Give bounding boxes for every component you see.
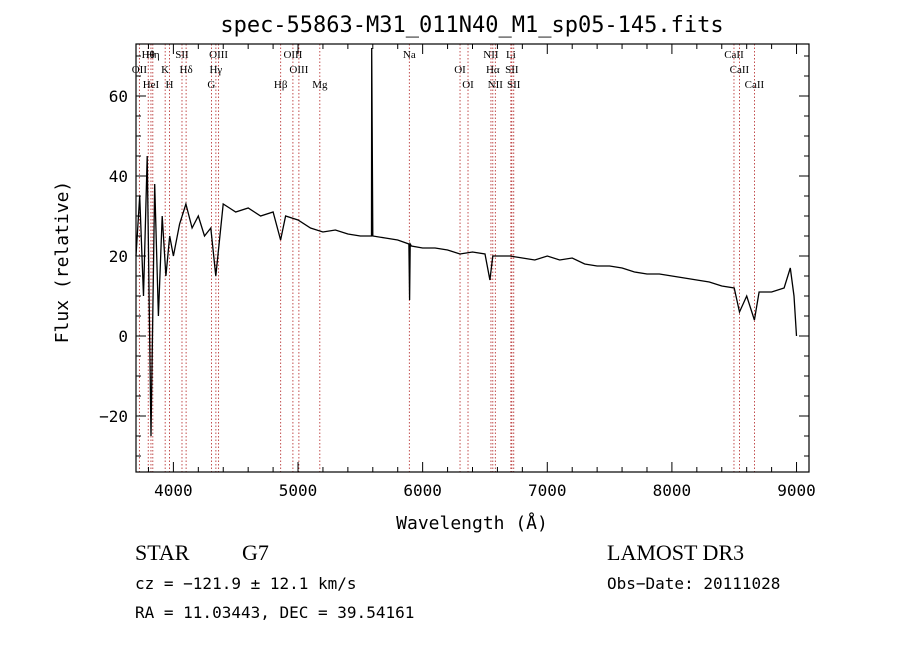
chart-title: spec-55863-M31_011N40_M1_sp05-145.fits [220,13,723,38]
axis-tick-labels: 4000 5000 6000 7000 8000 9000 −20 0 20 40 60 [99,87,816,500]
x-axis-label: Wavelength (Å) [396,512,548,534]
spectral-line-label: SII [505,64,519,76]
y-axis-label: Flux (relative) [52,181,73,344]
spectral-line-label: Hη [146,49,160,61]
survey-name: LAMOST DR3 [607,540,744,565]
spectral-line-label: SII [507,79,521,91]
spectral-line-label: CaII [730,64,750,76]
spectral-line-label: Hδ [180,64,193,76]
ra-dec-coordinates: RA = 11.03443, DEC = 39.54161 [135,603,414,622]
axis-ticks [136,44,809,472]
x-tick-label: 4000 [154,481,193,500]
x-tick-label: 7000 [528,481,567,500]
spectral-line-label: Hγ [209,64,222,76]
spectral-line-label: K [161,64,169,76]
spectral-line-label: Hβ [274,79,288,91]
y-tick-label: 40 [109,167,128,186]
x-tick-label: 5000 [279,481,318,500]
redshift-velocity: cz = −121.9 ± 12.1 km/s [135,574,357,593]
y-tick-label: 20 [109,247,128,266]
spectral-line-label: CaII [745,79,765,91]
plot-frame [135,43,810,473]
spectral-line-label: G [207,79,215,91]
x-tick-label: 9000 [777,481,816,500]
object-class: STAR [135,540,190,565]
spectral-line-labels: HθOIIHeIHηKHSIIHδGOIIIHγHβOIIIOIIIMgNaOI… [132,49,765,91]
spectral-line-label: OIII [283,49,302,61]
y-tick-label: −20 [99,407,128,426]
spectral-line-label: Mg [312,79,328,91]
spectral-line-label: HeI [143,79,160,91]
x-tick-label: 6000 [403,481,442,500]
spectral-line-label: OIII [289,64,308,76]
spectral-line-label: NII [488,79,504,91]
spectral-line-label: Hα [486,64,500,76]
object-subclass: G7 [242,540,269,565]
x-tick-label: 8000 [653,481,692,500]
spectral-line-label: OIII [209,49,228,61]
spectral-line-label: Na [403,49,416,61]
spectrum-series-line [135,47,798,437]
spectral-line-label: OI [454,64,466,76]
spectral-line-label: Li [506,49,516,61]
spectral-line-label: Hθ [142,49,155,61]
spectral-line-label: NII [483,49,499,61]
spectral-line-label: OI [462,79,474,91]
y-tick-label: 60 [109,87,128,106]
spectral-line-markers [138,44,755,472]
spectral-line-label: H [166,79,174,91]
spectral-line-label: OII [132,64,148,76]
y-tick-label: 0 [118,327,128,346]
spectral-line-label: SII [175,49,189,61]
observation-date: Obs−Date: 20111028 [607,574,780,593]
spectral-line-label: CaII [724,49,744,61]
